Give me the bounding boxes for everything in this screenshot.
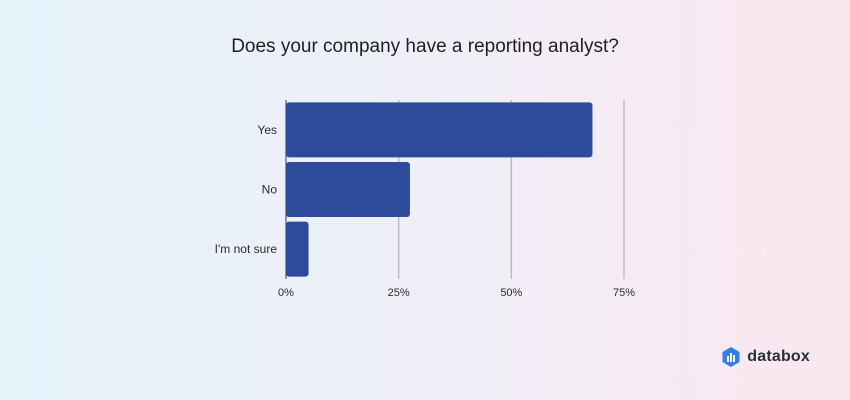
bar-no: [286, 162, 410, 217]
category-label: No: [262, 183, 278, 197]
category-label: I'm not sure: [215, 242, 278, 256]
databox-brand: databox: [721, 346, 810, 368]
x-tick-label: 75%: [613, 287, 635, 299]
databox-logo-icon: [722, 347, 740, 367]
brand-name: databox: [747, 348, 810, 365]
x-tick-label: 0%: [278, 287, 294, 299]
category-label: Yes: [257, 123, 277, 137]
chart-title: Does your company have a reporting analy…: [231, 36, 619, 57]
bar-i-m-not-sure: [286, 221, 309, 277]
bar-yes: [286, 102, 593, 158]
x-tick-label: 25%: [388, 287, 410, 299]
x-tick-label: 50%: [500, 287, 522, 299]
